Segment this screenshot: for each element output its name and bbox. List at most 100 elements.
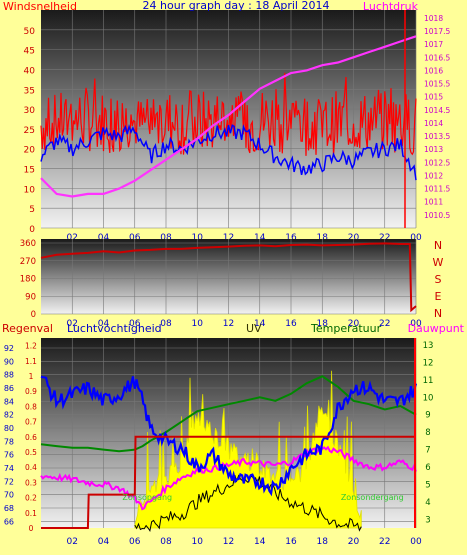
p3-rain-tick-label: 1.2 xyxy=(25,342,37,351)
p1-right-tick-label: 1017 xyxy=(424,40,443,49)
p1-left-tick-label: 0 xyxy=(29,225,35,235)
p3-x-tick-label: 00 xyxy=(410,537,422,547)
p1-right-tick-label: 1013.5 xyxy=(424,132,450,141)
p1-right-tick-label: 1012.5 xyxy=(424,158,450,167)
p3-humidity-tick-label: 82 xyxy=(4,411,14,420)
p2-x-tick-label: 20 xyxy=(348,319,360,329)
p1-left-tick-label: 45 xyxy=(24,47,35,57)
p2-x-tick-label: 14 xyxy=(254,319,266,329)
p2-tick-label: 90 xyxy=(25,292,36,302)
panel1-left-label: Windsnelheid xyxy=(3,0,77,13)
p3-x-tick-label: 04 xyxy=(98,537,110,547)
p3-temp-tick-label: 8 xyxy=(425,428,430,438)
p1-right-tick-label: 1013 xyxy=(424,145,443,154)
p2-direction-label: E xyxy=(435,290,442,303)
p3-humidity-tick-label: 76 xyxy=(4,451,14,460)
panel3-humidity-label: Luchtvochtigheid xyxy=(67,322,162,335)
p3-rain-tick-label: 1 xyxy=(29,372,34,381)
p3-rain-tick-label: 0.7 xyxy=(25,418,37,427)
p3-rain-tick-label: 0.5 xyxy=(25,448,37,457)
p3-humidity-tick-label: 66 xyxy=(4,517,14,526)
p3-rain-tick-label: 0.8 xyxy=(25,402,37,411)
p3-x-tick-label: 22 xyxy=(379,537,390,547)
p1-x-tick-label: 12 xyxy=(223,233,234,243)
p2-x-tick-label: 06 xyxy=(129,319,141,329)
p3-temp-tick-label: 9 xyxy=(425,411,430,421)
p1-left-tick-label: 35 xyxy=(24,86,35,96)
windstoot-line xyxy=(40,123,417,181)
p2-x-tick-label: 18 xyxy=(317,319,329,329)
p3-rain-tick-label: 0.6 xyxy=(25,433,37,442)
p1-left-tick-label: 25 xyxy=(24,126,35,136)
p3-x-tick-label: 06 xyxy=(129,537,141,547)
panel1-title: 24 hour graph day : 18 April 2014 xyxy=(143,0,330,12)
p1-x-tick-label: 18 xyxy=(317,233,329,243)
p1-left-tick-label: 20 xyxy=(24,146,36,156)
panel3-temperature-label: Temperatuur xyxy=(310,322,382,335)
p1-right-tick-label: 1011.5 xyxy=(424,185,450,194)
p3-x-tick-label: 10 xyxy=(192,537,204,547)
p3-humidity-tick-label: 74 xyxy=(4,464,14,473)
p3-humidity-tick-label: 70 xyxy=(4,491,14,500)
p1-right-tick-label: 1014.5 xyxy=(424,106,450,115)
p1-right-tick-label: 1016 xyxy=(424,66,443,75)
p1-right-tick-label: 1012 xyxy=(424,171,443,180)
p2-x-tick-label: 08 xyxy=(160,319,172,329)
p2-tick-label: 180 xyxy=(20,275,36,285)
p1-right-tick-label: 1016.5 xyxy=(424,53,450,62)
p3-x-tick-label: 16 xyxy=(285,537,297,547)
p3-temp-tick-label: 4 xyxy=(425,498,430,508)
p3-x-tick-label: 14 xyxy=(254,537,266,547)
p1-right-tick-label: 1011 xyxy=(424,198,443,207)
p1-x-tick-label: 22 xyxy=(379,233,390,243)
p3-humidity-tick-label: 92 xyxy=(4,344,14,353)
p3-rain-tick-label: 1.1 xyxy=(25,357,37,366)
windrichting-line xyxy=(40,242,417,313)
p1-left-tick-label: 5 xyxy=(29,205,35,215)
p1-left-tick-label: 40 xyxy=(24,66,36,76)
p3-rain-tick-label: 0 xyxy=(29,524,34,533)
luchtdruk-line xyxy=(40,35,417,198)
regenval-line xyxy=(41,435,416,529)
panel1-right-label: Luchtdruk xyxy=(363,0,419,13)
p3-humidity-tick-label: 84 xyxy=(4,397,14,406)
p2-direction-label: N xyxy=(434,307,442,320)
p3-humidity-tick-label: 80 xyxy=(4,424,14,433)
p3-humidity-tick-label: 88 xyxy=(4,371,14,380)
p1-x-tick-label: 04 xyxy=(98,233,110,243)
p2-x-tick-label: 10 xyxy=(192,319,204,329)
dauwpunt-line xyxy=(40,445,417,511)
p3-temp-tick-label: 11 xyxy=(423,376,434,386)
p1-x-tick-label: 08 xyxy=(160,233,172,243)
p2-x-tick-label: 02 xyxy=(67,319,78,329)
p3-temp-tick-label: 12 xyxy=(423,358,434,368)
p3-rain-tick-label: 0.3 xyxy=(25,478,37,487)
panel1-ticks: 051015202530354045501010.510111011.51012… xyxy=(24,14,451,243)
p3-x-tick-label: 18 xyxy=(317,537,329,547)
uv-area xyxy=(134,370,362,529)
p2-x-tick-label: 12 xyxy=(223,319,234,329)
p1-x-tick-label: 00 xyxy=(410,233,422,243)
panel3-uv-label: UV xyxy=(246,322,262,335)
zonnestraling-line xyxy=(134,474,362,532)
p3-rain-tick-label: 0.4 xyxy=(25,463,37,472)
p1-right-tick-label: 1015 xyxy=(424,93,443,102)
p2-tick-label: 0 xyxy=(31,310,36,320)
p1-right-tick-label: 1015.5 xyxy=(424,80,450,89)
sunrise-label: Zonsopgang xyxy=(122,493,172,502)
panel3-rain-label: Regenval xyxy=(2,322,53,335)
p1-left-tick-label: 50 xyxy=(24,27,36,37)
p3-humidity-tick-label: 78 xyxy=(4,437,14,446)
p2-x-tick-label: 04 xyxy=(98,319,110,329)
p3-humidity-tick-label: 68 xyxy=(4,504,14,513)
p1-x-tick-label: 20 xyxy=(348,233,360,243)
p3-temp-tick-label: 13 xyxy=(423,341,434,351)
panel2-series xyxy=(40,242,417,313)
p1-left-tick-label: 10 xyxy=(24,185,36,195)
p3-temp-tick-label: 10 xyxy=(423,393,434,403)
p2-x-tick-label: 22 xyxy=(379,319,390,329)
p3-temp-tick-label: 3 xyxy=(425,515,430,525)
p2-tick-label: 360 xyxy=(20,239,36,249)
